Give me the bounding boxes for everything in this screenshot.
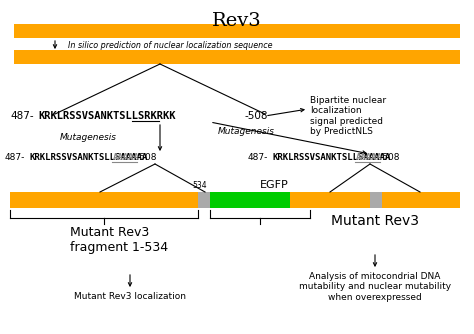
Text: AAAAA: AAAAA [356,154,383,163]
Bar [198,192,210,208]
Text: KRKLRSSVSANKTSLLSAAAAA: KRKLRSSVSANKTSLLSAAAAA [273,154,391,163]
Text: Mutant Rev3
fragment 1-534: Mutant Rev3 fragment 1-534 [70,226,168,254]
Text: KRKLRSSVSANKTSLLSAAAAA: KRKLRSSVSANKTSLLSAAAAA [30,154,148,163]
Text: 487-: 487- [5,154,26,163]
Bar [14,24,460,38]
Text: Bipartite nuclear
localization
signal predicted
by PredictNLS: Bipartite nuclear localization signal pr… [310,96,386,136]
Bar [10,192,200,208]
Text: 487-: 487- [10,111,34,121]
Text: -508: -508 [137,154,157,163]
Text: 487-: 487- [248,154,268,163]
Bar [290,192,460,208]
Text: Mutant Rev3 localization: Mutant Rev3 localization [74,292,186,301]
Text: Mutant Rev3: Mutant Rev3 [331,214,419,228]
Text: Mutagenesis: Mutagenesis [218,128,275,137]
Text: Mutagenesis: Mutagenesis [60,133,117,142]
Bar [210,192,310,208]
Text: KRKLRSSVSANKTSLLSRKRKK: KRKLRSSVSANKTSLLSRKRKK [38,111,175,121]
Text: In silico prediction of nuclear localization sequence: In silico prediction of nuclear localiza… [68,40,273,49]
Text: -508: -508 [380,154,400,163]
Bar [14,50,460,64]
Bar [370,192,382,208]
Text: -508: -508 [245,111,268,121]
Text: 534: 534 [192,181,207,190]
Text: EGFP: EGFP [260,180,289,190]
Text: AAAAA: AAAAA [112,154,139,163]
Text: Analysis of mitocondrial DNA
mutability and nuclear mutability
when overexpresse: Analysis of mitocondrial DNA mutability … [299,272,451,302]
Text: Rev3: Rev3 [212,12,262,30]
